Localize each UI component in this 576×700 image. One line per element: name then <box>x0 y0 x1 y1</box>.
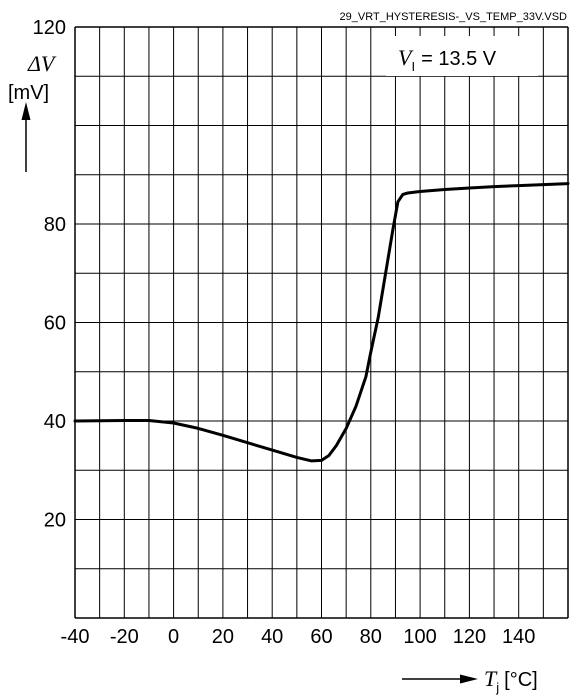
svg-text:VI= 13.5 V: VI = 13.5 V <box>398 45 497 74</box>
y-tick-label: 60 <box>44 313 66 335</box>
x-tick-label: 80 <box>360 626 382 648</box>
x-tick-label: 40 <box>261 626 283 648</box>
x-axis-arrow <box>402 674 478 684</box>
x-tick-label: 60 <box>310 626 332 648</box>
grid <box>74 26 569 619</box>
series-line <box>73 182 570 463</box>
x-tick-label: 0 <box>168 626 179 648</box>
condition-symbol: V <box>398 45 414 70</box>
condition-subscript: I <box>411 59 415 74</box>
condition-text: = 13.5 V <box>421 48 497 70</box>
y-tick-label: 80 <box>44 214 66 236</box>
x-tick-label: 120 <box>453 626 486 648</box>
svg-text:Tj[°C]: Tj [°C] <box>484 666 538 695</box>
y-tick-label: 40 <box>44 411 66 433</box>
y-axis-unit: [mV] <box>8 82 49 104</box>
x-axis-unit: [°C] <box>504 669 538 691</box>
x-tick-label: 100 <box>403 626 436 648</box>
x-tick-label: 20 <box>212 626 234 648</box>
x-tick-label: -40 <box>61 626 90 648</box>
x-axis-subscript: j <box>495 680 499 695</box>
y-axis-arrow <box>21 102 31 172</box>
y-tick-label: 120 <box>33 17 66 39</box>
y-axis-symbol: ΔV <box>27 51 57 76</box>
file-label: 29_VRT_HYSTERESIS-_VS_TEMP_33V.VSD <box>340 11 567 23</box>
x-axis-symbol: T <box>484 666 498 691</box>
x-tick-label: 140 <box>502 626 535 648</box>
tick-labels: -40 -20 0 20 40 60 80 100 120 140 20 40 60 80 120 <box>33 17 536 648</box>
x-tick-label: -20 <box>110 626 139 648</box>
y-tick-label: 20 <box>44 510 66 532</box>
condition-label: VI = 13.5 V <box>386 36 538 76</box>
